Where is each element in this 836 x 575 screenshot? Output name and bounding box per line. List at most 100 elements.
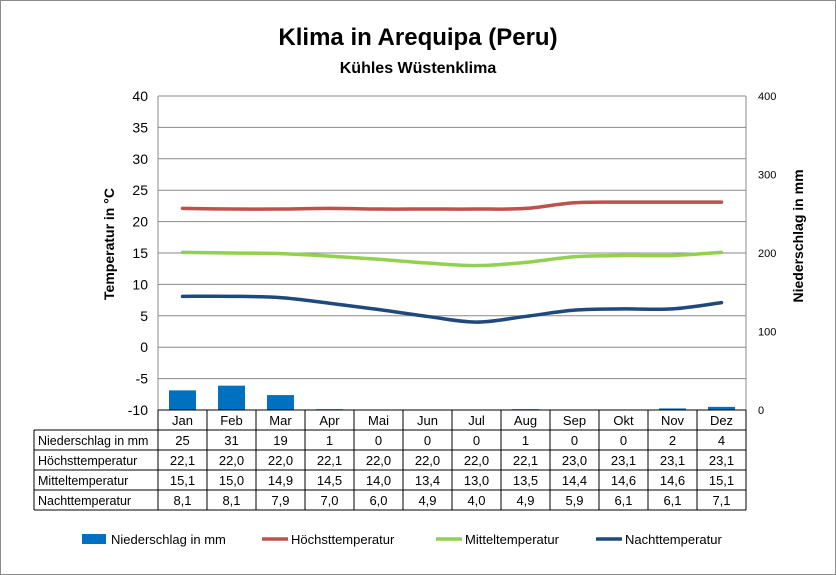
series-line <box>180 200 724 211</box>
table-cell: 1 <box>522 433 529 448</box>
series-line <box>180 294 724 324</box>
category-label: Okt <box>613 413 634 428</box>
legend-swatch <box>82 534 106 544</box>
table-cell: 14,0 <box>366 473 391 488</box>
data-table: Jan Feb Mar Apr Mai Jun Jul Aug Sep Okt Nov Dez Nied… <box>33 409 747 511</box>
table-cell: 23,1 <box>611 453 636 468</box>
precipitation-bar <box>169 390 196 410</box>
table-cell: 0 <box>473 433 480 448</box>
table-cell: 13,0 <box>464 473 489 488</box>
table-cell: 22,1 <box>513 453 538 468</box>
category-label: Mai <box>368 413 389 428</box>
legend-label: Höchsttemperatur <box>291 532 395 547</box>
left-tick-label: 25 <box>132 182 148 198</box>
legend-label: Nachttemperatur <box>625 532 722 547</box>
table-cell: 13,4 <box>415 473 440 488</box>
table-cell: 2 <box>669 433 676 448</box>
category-label: Jan <box>172 413 193 428</box>
category-label: Jun <box>417 413 438 428</box>
left-tick-label: 30 <box>132 151 148 167</box>
legend-label: Mitteltemperatur <box>465 532 560 547</box>
left-tick-label: -5 <box>136 371 149 387</box>
table-cell: 22,1 <box>170 453 195 468</box>
table-row-label: Niederschlag in mm <box>38 434 148 448</box>
table-cell: 6,0 <box>369 493 387 508</box>
table-cell: 7,0 <box>320 493 338 508</box>
left-axis-title: Temperatur in °C <box>101 188 117 300</box>
table-cell: 0 <box>571 433 578 448</box>
right-tick-label: 0 <box>758 405 764 417</box>
table-cell: 23,1 <box>660 453 685 468</box>
table-cell: 8,1 <box>222 493 240 508</box>
table-cell: 25 <box>175 433 189 448</box>
table-cell: 22,0 <box>464 453 489 468</box>
table-row-label: Höchsttemperatur <box>38 454 137 468</box>
category-label: Feb <box>220 413 242 428</box>
left-tick-label: 40 <box>132 88 148 104</box>
precipitation-bar <box>708 406 735 410</box>
table-cell: 0 <box>620 433 627 448</box>
left-tick-label: 20 <box>132 214 148 230</box>
temperature-lines <box>180 200 724 324</box>
table-cell: 15,0 <box>219 473 244 488</box>
table-cell: 23,0 <box>562 453 587 468</box>
right-tick-label: 300 <box>758 170 776 182</box>
table-cell: 14,9 <box>268 473 293 488</box>
left-tick-label: 35 <box>132 119 148 135</box>
table-cell: 15,1 <box>709 473 734 488</box>
table-cell: 4 <box>718 433 725 448</box>
right-tick-label: 100 <box>758 327 776 339</box>
category-label: Jul <box>468 413 485 428</box>
table-cell: 22,0 <box>219 453 244 468</box>
category-label: Nov <box>661 413 685 428</box>
chart-subtitle: Kühles Wüstenklima <box>339 60 497 77</box>
table-cell: 6,1 <box>663 493 681 508</box>
left-tick-label: 0 <box>140 339 148 355</box>
grid-lines <box>158 95 746 380</box>
table-row-label: Nachttemperatur <box>38 494 131 508</box>
chart-title: Klima in Arequipa (Peru) <box>278 24 558 51</box>
series-line <box>180 250 724 268</box>
table-cell: 13,5 <box>513 473 538 488</box>
table-cell: 15,1 <box>170 473 195 488</box>
table-cell: 8,1 <box>173 493 191 508</box>
category-label: Mar <box>269 413 292 428</box>
table-cell: 22,1 <box>317 453 342 468</box>
category-label: Sep <box>563 413 586 428</box>
table-cell: 5,9 <box>565 493 583 508</box>
left-tick-label: 5 <box>140 308 148 324</box>
legend: Niederschlag in mm Höchsttemperatur Mittel… <box>82 532 722 547</box>
table-cell: 22,0 <box>415 453 440 468</box>
table-cell: 7,9 <box>271 493 289 508</box>
table-cell: 6,1 <box>614 493 632 508</box>
left-tick-label: 15 <box>132 245 148 261</box>
table-cell: 14,6 <box>660 473 685 488</box>
legend-label: Niederschlag in mm <box>111 532 226 547</box>
category-label: Dez <box>710 413 733 428</box>
axes: 40 35 30 25 20 15 10 5 0 -5 -10 400 300 200 100 0 Temper… <box>101 88 806 418</box>
table-cell: 22,0 <box>366 453 391 468</box>
right-axis-title: Niederschlag in mm <box>790 169 806 302</box>
left-tick-label: -10 <box>128 402 148 418</box>
table-cell: 31 <box>224 433 238 448</box>
table-cell: 14,5 <box>317 473 342 488</box>
precipitation-bar <box>659 408 686 410</box>
left-tick-label: 10 <box>132 276 148 292</box>
category-label: Aug <box>514 413 537 428</box>
precipitation-bar <box>218 385 245 410</box>
precipitation-bars <box>169 385 735 411</box>
table-cell: 14,6 <box>611 473 636 488</box>
table-cell: 0 <box>424 433 431 448</box>
right-tick-label: 200 <box>758 248 776 260</box>
table-cell: 23,1 <box>709 453 734 468</box>
table-row-label: Mitteltemperatur <box>38 474 128 488</box>
category-label: Apr <box>319 413 340 428</box>
table-cell: 4,9 <box>418 493 436 508</box>
table-cell: 4,0 <box>467 493 485 508</box>
table-cell: 22,0 <box>268 453 293 468</box>
table-cell: 4,9 <box>516 493 534 508</box>
table-cell: 19 <box>273 433 287 448</box>
right-tick-label: 400 <box>758 91 776 103</box>
table-cell: 0 <box>375 433 382 448</box>
